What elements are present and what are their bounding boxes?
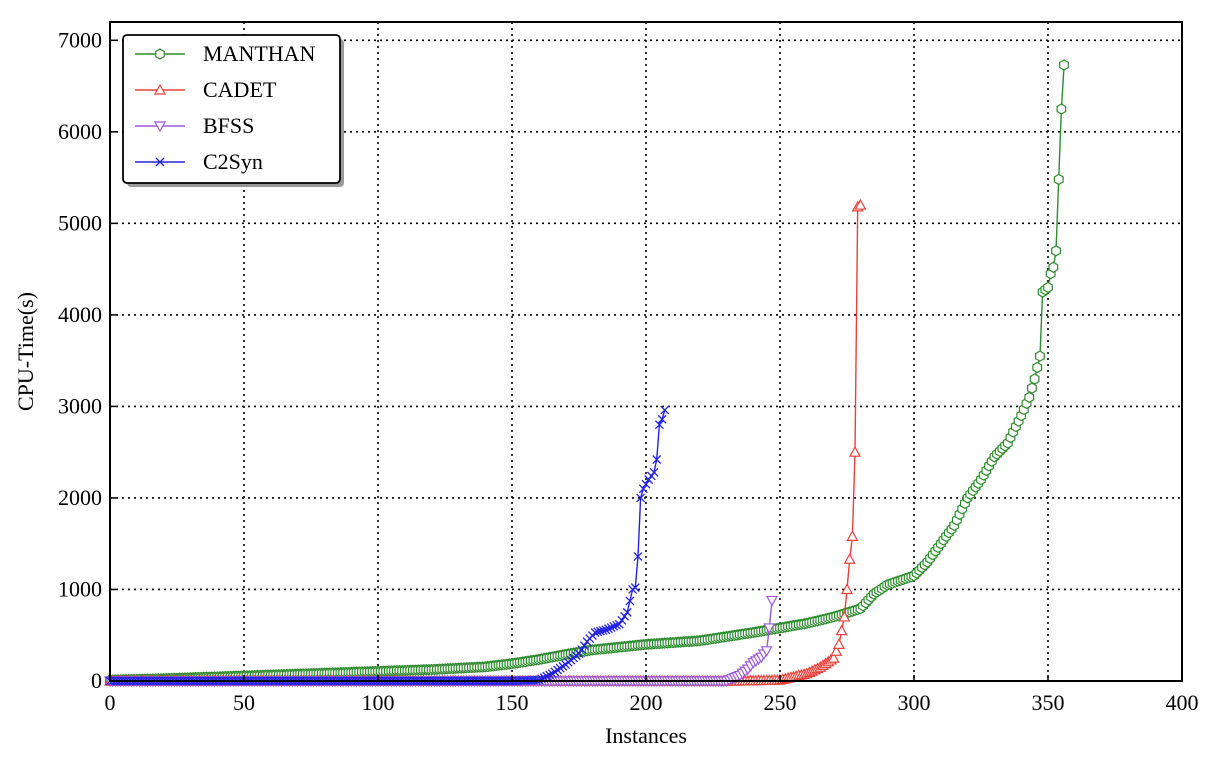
data-point-manthan <box>1043 281 1053 294</box>
data-point-cadet <box>838 610 851 622</box>
data-point-c2syn <box>574 649 584 659</box>
data-point-bfss <box>760 646 773 658</box>
data-point-cadet <box>832 638 845 649</box>
data-point-cadet <box>854 198 867 210</box>
data-point-c2syn <box>649 467 659 477</box>
data-point-manthan <box>1048 261 1059 273</box>
legend-label: MANTHAN <box>203 41 316 66</box>
y-tick-label: 7000 <box>58 27 102 52</box>
data-point-c2syn <box>545 670 554 680</box>
data-point-c2syn <box>577 645 587 655</box>
y-tick-label: 4000 <box>58 302 102 327</box>
series-line-c2syn <box>110 409 666 682</box>
legend-marker <box>153 83 167 95</box>
data-point-bfss <box>763 623 776 635</box>
data-point-cadet <box>835 624 848 636</box>
series-cadet <box>103 198 867 686</box>
data-point-c2syn <box>636 493 646 503</box>
data-point-c2syn <box>617 615 627 625</box>
data-point-manthan <box>1026 382 1037 394</box>
y-tick-label: 2000 <box>58 485 102 510</box>
data-point-manthan <box>1032 361 1043 374</box>
legend-item-c2syn: C2Syn <box>135 149 263 174</box>
legend-marker <box>155 48 165 60</box>
x-tick-label: 400 <box>1166 690 1199 715</box>
data-point-c2syn <box>601 625 611 635</box>
data-point-c2syn <box>657 414 667 424</box>
data-point-c2syn <box>542 671 552 681</box>
y-tick-label: 6000 <box>58 119 102 144</box>
data-point-c2syn <box>622 607 632 617</box>
data-point-c2syn <box>604 624 613 634</box>
data-point-c2syn <box>633 552 643 561</box>
x-tick-label: 150 <box>496 690 529 715</box>
data-point-cadet <box>843 553 856 564</box>
data-point-cadet <box>846 530 859 541</box>
y-tick-label: 3000 <box>58 393 102 418</box>
legend-box <box>122 34 341 184</box>
data-point-manthan <box>1053 173 1064 186</box>
legend: MANTHAN CADET BFSS C2Syn <box>122 34 344 187</box>
y-tick-label: 1000 <box>58 576 102 601</box>
data-point-cadet <box>830 645 843 656</box>
data-point-c2syn <box>598 625 608 635</box>
x-tick-label: 50 <box>233 690 255 715</box>
series-c2syn <box>105 405 670 686</box>
y-tick-label: 0 <box>91 668 102 693</box>
legend-label: CADET <box>203 77 277 102</box>
data-point-c2syn <box>654 420 664 430</box>
ticks: 0 50 100 150 200 250 300 350 4000100020003000400… <box>58 27 1199 715</box>
data-point-c2syn <box>646 471 656 481</box>
data-point-c2syn <box>625 596 635 606</box>
data-point-manthan <box>1051 245 1062 257</box>
data-point-c2syn <box>593 627 603 637</box>
legend-label: C2Syn <box>203 149 263 174</box>
data-point-c2syn <box>660 405 670 415</box>
data-point-cadet <box>840 583 854 595</box>
data-point-c2syn <box>595 626 605 636</box>
data-point-cadet <box>849 445 862 457</box>
data-point-bfss <box>765 595 778 607</box>
data-point-c2syn <box>620 611 630 621</box>
data-point-c2syn <box>606 623 616 633</box>
y-tick-label: 5000 <box>58 210 102 235</box>
x-tick-label: 200 <box>630 690 663 715</box>
series-line-cadet <box>110 204 861 682</box>
x-tick-label: 250 <box>764 690 797 715</box>
data-point-c2syn <box>644 475 654 485</box>
data-point-c2syn <box>590 628 600 637</box>
legend-label: BFSS <box>203 113 254 138</box>
x-tick-label: 300 <box>898 690 931 715</box>
y-axis-label: CPU-Time(s) <box>13 292 38 411</box>
data-point-manthan <box>1059 59 1070 71</box>
x-axis-label: Instances <box>605 723 687 748</box>
x-tick-label: 100 <box>362 690 395 715</box>
data-point-cadet <box>827 651 840 663</box>
legend-marker <box>153 121 167 133</box>
x-tick-label: 0 <box>105 690 116 715</box>
data-point-c2syn <box>609 621 619 631</box>
data-point-manthan <box>1056 103 1067 115</box>
legend-item-cadet: CADET <box>135 77 277 102</box>
legend-item-bfss: BFSS <box>135 113 254 138</box>
data-point-manthan <box>1034 350 1045 362</box>
data-point-c2syn <box>614 619 624 629</box>
legend-item-manthan: MANTHAN <box>135 41 316 66</box>
data-point-manthan <box>1029 373 1040 385</box>
data-point-c2syn <box>652 455 662 464</box>
data-point-manthan <box>1024 391 1035 403</box>
data-point-c2syn <box>641 479 651 489</box>
x-tick-label: 350 <box>1032 690 1065 715</box>
legend-marker <box>155 157 165 167</box>
data-point-c2syn <box>579 641 589 651</box>
data-point-c2syn <box>630 583 640 593</box>
data-point-c2syn <box>638 484 648 494</box>
